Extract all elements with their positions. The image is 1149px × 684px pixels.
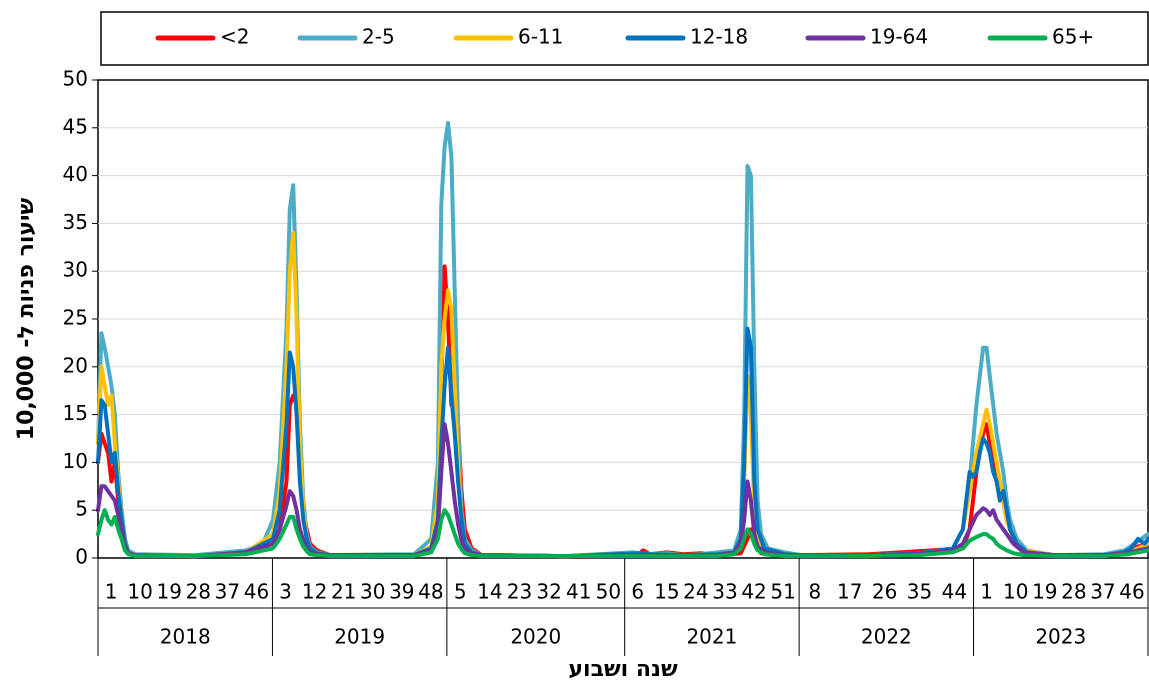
year-label: 2020 <box>510 625 561 649</box>
week-tick-label: 48 <box>418 580 443 604</box>
legend-label: 6-11 <box>518 25 563 49</box>
y-tick-label: 30 <box>63 258 88 282</box>
week-tick-label: 23 <box>507 580 532 604</box>
legend-label: 65+ <box>1052 25 1094 49</box>
x-axis-title: שנה ושבוע <box>568 657 678 682</box>
week-tick-label: 14 <box>477 580 502 604</box>
y-tick-label: 0 <box>75 545 88 569</box>
legend-box <box>100 11 1149 66</box>
week-tick-label: 50 <box>596 580 621 604</box>
week-tick-label: 35 <box>907 580 932 604</box>
week-tick-label: 3 <box>279 580 292 604</box>
week-tick-label: 46 <box>1119 580 1144 604</box>
week-tick-label: 33 <box>712 580 737 604</box>
week-tick-label: 1 <box>980 580 993 604</box>
week-tick-label: 19 <box>157 580 182 604</box>
week-tick-label: 8 <box>808 580 821 604</box>
y-tick-label: 40 <box>63 162 88 186</box>
week-tick-label: 42 <box>741 580 766 604</box>
week-tick-label: 1 <box>105 580 118 604</box>
week-tick-label: 30 <box>360 580 385 604</box>
series-line-65- <box>96 508 1149 559</box>
y-axis-title: שיעור פניות ל- 10,000 <box>14 197 39 440</box>
y-tick-label: 15 <box>63 401 88 425</box>
y-tick-label: 50 <box>63 67 88 91</box>
week-tick-label: 6 <box>631 580 644 604</box>
week-tick-label: 32 <box>536 580 561 604</box>
week-tick-label: 46 <box>244 580 269 604</box>
legend-label: 12-18 <box>690 25 748 49</box>
week-tick-label: 24 <box>683 580 708 604</box>
week-tick-label: 41 <box>566 580 591 604</box>
week-tick-label: 15 <box>654 580 679 604</box>
week-tick-label: 10 <box>127 580 152 604</box>
week-tick-label: 44 <box>942 580 967 604</box>
year-label: 2019 <box>334 625 385 649</box>
y-tick-label: 5 <box>75 497 88 521</box>
y-tick-label: 20 <box>63 353 88 377</box>
week-tick-label: 37 <box>215 580 240 604</box>
week-tick-label: 17 <box>837 580 862 604</box>
week-tick-label: 21 <box>331 580 356 604</box>
week-tick-label: 28 <box>1061 580 1086 604</box>
y-tick-label: 45 <box>63 114 88 138</box>
y-tick-label: 25 <box>63 306 88 330</box>
year-label: 2022 <box>861 625 912 649</box>
week-tick-label: 26 <box>872 580 897 604</box>
week-tick-label: 19 <box>1032 580 1057 604</box>
year-label: 2018 <box>160 625 211 649</box>
y-tick-label: 35 <box>63 210 88 234</box>
week-tick-label: 51 <box>770 580 795 604</box>
year-label: 2021 <box>686 625 737 649</box>
week-tick-label: 12 <box>302 580 327 604</box>
legend-label: 19-64 <box>870 25 928 49</box>
legend-label: <2 <box>220 25 249 49</box>
series-line-12-18 <box>96 326 1149 559</box>
legend: <2 2-5 6-11 12-18 19-64 65+ <box>100 11 1149 66</box>
week-tick-label: 5 <box>454 580 467 604</box>
y-axis: 0 5 10 15 20 25 30 35 40 45 50 <box>63 67 98 569</box>
year-label: 2023 <box>1035 625 1086 649</box>
week-tick-label: 28 <box>186 580 211 604</box>
week-tick-label: 39 <box>389 580 414 604</box>
series-lines <box>96 121 1149 559</box>
legend-label: 2-5 <box>362 25 395 49</box>
y-tick-label: 10 <box>63 449 88 473</box>
week-tick-label: 37 <box>1090 580 1115 604</box>
week-tick-label: 10 <box>1003 580 1028 604</box>
